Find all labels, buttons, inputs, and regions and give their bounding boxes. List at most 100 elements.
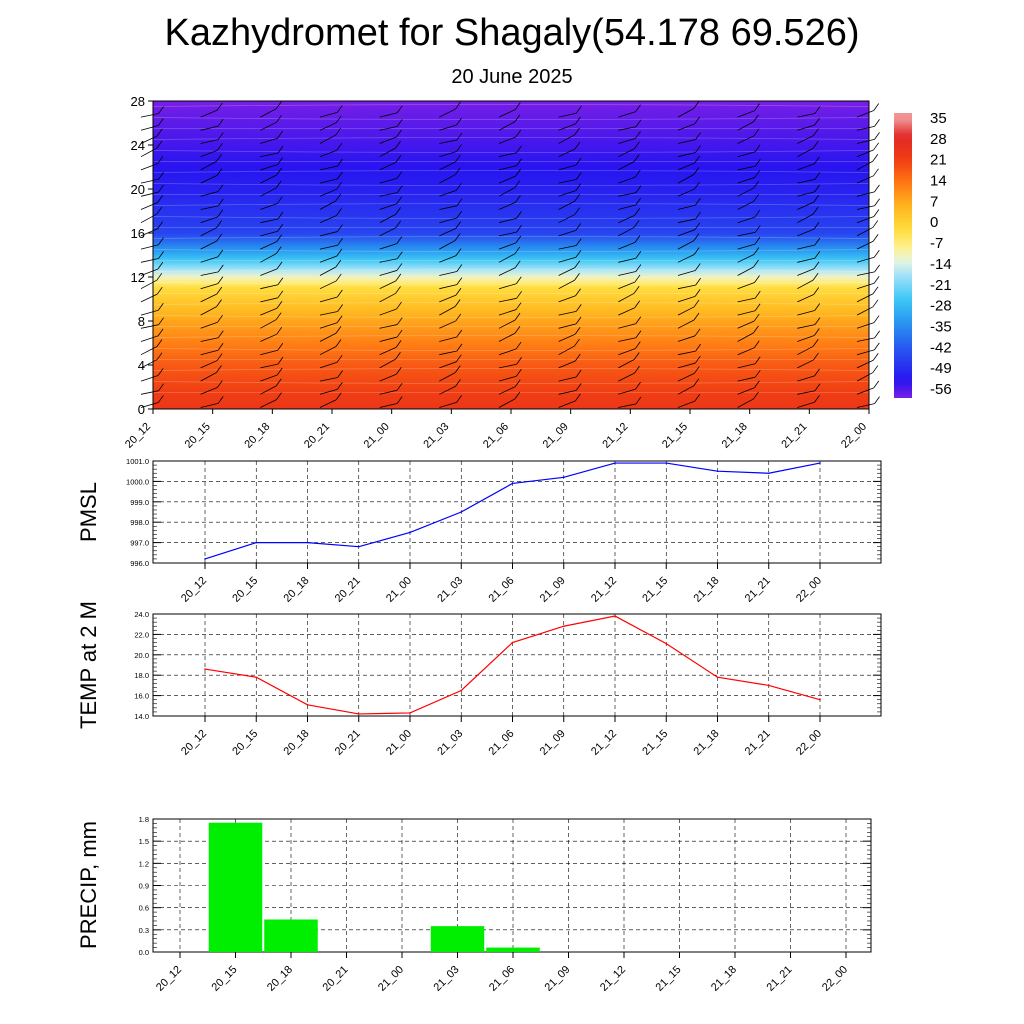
wind-barb — [319, 165, 338, 171]
wind-barb-flag — [158, 237, 164, 246]
wind-barb-flag — [814, 117, 820, 126]
temp-panel: 14.0 16.0 18.0 20.0 22.0 24.0 20_12 20_15 20_18 2… — [76, 601, 882, 758]
wind-barb-flag — [276, 167, 282, 176]
wind-barb — [797, 390, 816, 395]
wind-barb — [558, 190, 576, 197]
wind-barb-flag — [634, 365, 640, 374]
wind-barb — [797, 335, 815, 342]
wind-barb — [260, 333, 277, 342]
wind-barb-flag — [277, 131, 283, 139]
wind-barb-flag — [396, 329, 403, 338]
temp-point — [716, 676, 719, 679]
wind-barb-flag — [754, 103, 760, 111]
wind-barb-flag — [455, 287, 462, 296]
wind-barb — [200, 256, 218, 263]
wind-barb — [319, 200, 336, 210]
wind-barb — [260, 284, 278, 290]
wind-barb-flag — [813, 194, 820, 203]
wind-barb — [856, 271, 875, 276]
wind-barb — [618, 137, 636, 144]
wind-barb — [618, 241, 636, 250]
wind-barb — [260, 174, 277, 184]
wind-barb — [737, 165, 756, 171]
wind-barb-flag — [157, 328, 164, 337]
wind-barb-flag — [635, 396, 642, 405]
wind-barb — [140, 228, 158, 237]
wind-barb — [379, 136, 397, 144]
x-tick-label: 21_00 — [362, 421, 392, 451]
wind-barb — [200, 216, 218, 224]
x-tick-label: 20_18 — [282, 728, 312, 758]
wind-barb-flag — [575, 172, 582, 180]
wind-barb — [558, 310, 577, 316]
wind-barb-flag — [695, 277, 701, 286]
wind-barb-flag — [874, 198, 880, 206]
wind-barb — [677, 335, 696, 342]
wind-barb — [737, 243, 756, 250]
wind-barb-flag — [515, 276, 522, 284]
wind-barb-flag — [158, 383, 164, 391]
wind-barb-flag — [694, 289, 701, 297]
wind-barb — [856, 160, 873, 171]
wind-barb-flag — [634, 274, 641, 283]
wind-barb — [797, 345, 814, 356]
wind-barb-flag — [634, 300, 641, 308]
wind-barb-flag — [634, 141, 640, 149]
wind-barb-flag — [575, 316, 582, 325]
contour-line — [152, 302, 870, 305]
wind-barb — [260, 203, 278, 210]
x-tick-label: 22_00 — [839, 421, 869, 451]
wind-barb — [797, 147, 814, 158]
contour-line — [152, 183, 870, 186]
wind-barb-flag — [395, 207, 401, 215]
wind-barb-flag — [873, 315, 880, 323]
x-tick-label: 21_18 — [692, 728, 722, 758]
wind-barb — [797, 294, 814, 303]
wind-barb — [737, 151, 756, 158]
x-tick-label: 21_00 — [384, 575, 414, 605]
wind-barb — [140, 375, 159, 382]
wind-barb-flag — [217, 209, 224, 218]
wind-barb-flag — [814, 303, 821, 311]
wind-barb — [498, 217, 517, 224]
wind-barb — [558, 323, 577, 329]
wind-barb — [856, 110, 874, 118]
wind-barb — [319, 149, 337, 158]
wind-barb — [319, 111, 338, 118]
wind-barb-flag — [516, 224, 522, 233]
wind-barb — [140, 279, 158, 290]
temp-point — [767, 684, 770, 687]
wind-barb — [737, 347, 755, 356]
wind-barb-flag — [216, 154, 222, 162]
wind-barb-flag — [454, 299, 461, 307]
wind-barb — [319, 188, 337, 197]
x-tick-label: 20_15 — [183, 421, 213, 451]
wind-barb-flag — [216, 220, 222, 228]
wind-barb — [558, 267, 576, 276]
wind-barb — [140, 293, 158, 303]
wind-barb — [379, 270, 398, 276]
contour-line — [152, 282, 870, 285]
wind-barb-flag — [335, 115, 342, 123]
wind-barb — [618, 176, 636, 184]
pmsl-point — [716, 470, 719, 473]
y-tick-label: 24.0 — [134, 610, 149, 619]
wind-barb — [379, 336, 398, 342]
y-tick-label: 0.9 — [139, 882, 149, 891]
wind-barb-flag — [754, 356, 761, 364]
wind-barb — [558, 148, 576, 158]
wind-barb-flag — [515, 235, 522, 244]
wind-barb — [677, 139, 696, 144]
wind-barb — [558, 256, 577, 263]
wind-barb — [797, 201, 814, 210]
wind-barb-flag — [753, 340, 760, 348]
wind-barb-flag — [753, 180, 759, 189]
x-tick-label: 21_06 — [487, 728, 517, 758]
y-tick-label: 4 — [138, 358, 145, 373]
wind-barb-flag — [157, 395, 164, 403]
wind-barb-flag — [276, 367, 283, 376]
y-tick-label: 28 — [131, 94, 145, 109]
wind-barb-flag — [217, 380, 223, 388]
x-tick-label: 21_15 — [660, 421, 690, 451]
wind-barb-flag — [216, 353, 223, 361]
